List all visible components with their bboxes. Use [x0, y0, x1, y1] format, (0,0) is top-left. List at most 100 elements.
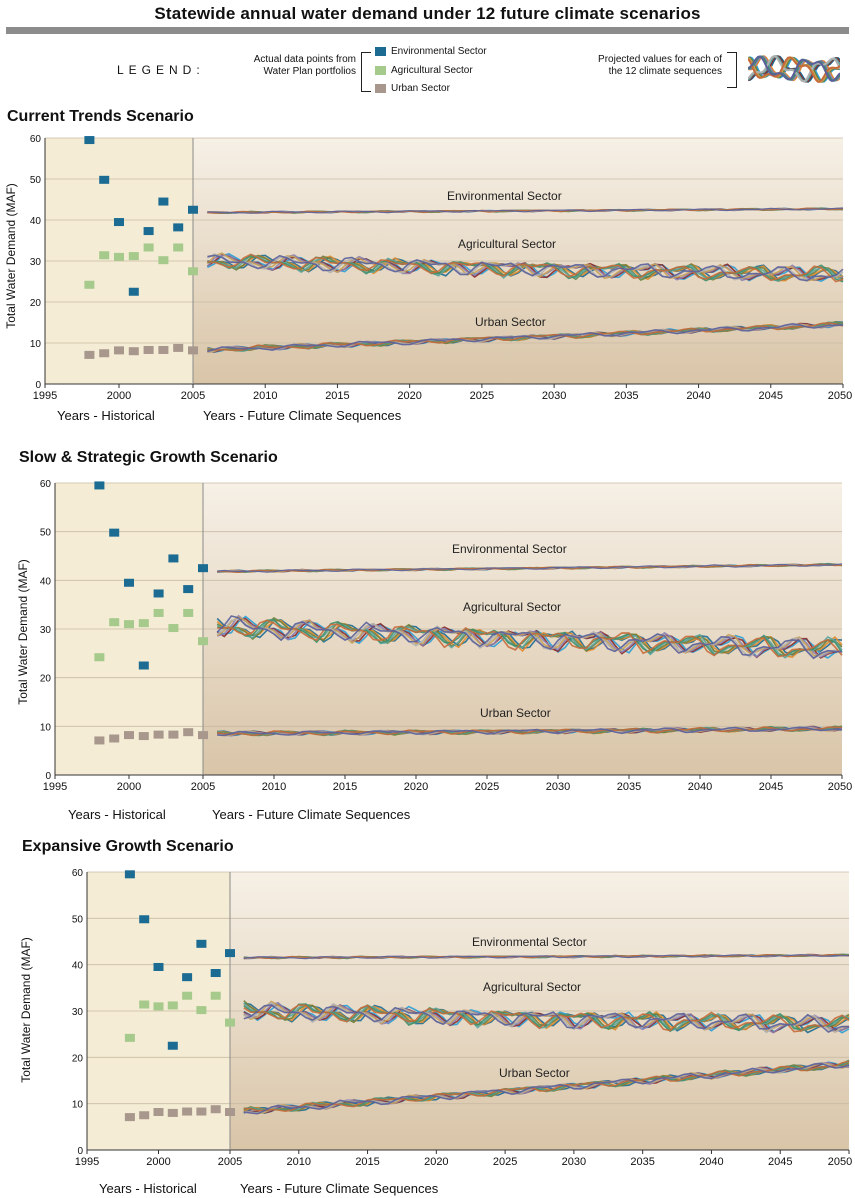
x-tick-label: 2015 — [325, 390, 349, 402]
chart-title-slow-strategic: Slow & Strategic Growth Scenario — [19, 449, 278, 466]
historical-point-agricultural — [167, 1001, 178, 1010]
x-tick-label: 2040 — [688, 781, 712, 793]
y-tick-label: 20 — [72, 1053, 84, 1064]
y-axis-label: Total Water Demand (MAF) — [4, 183, 18, 329]
historical-point-environmental — [188, 205, 198, 214]
historical-point-agricultural — [210, 991, 221, 1000]
legend-item-environmental: Environmental Sector — [375, 46, 487, 57]
chart-title-current-trends: Current Trends Scenario — [7, 108, 194, 125]
historical-point-urban — [153, 730, 164, 739]
y-tick-label: 40 — [40, 576, 52, 587]
projection-line-environmental — [217, 563, 843, 573]
xlabel-historical: Years - Historical — [99, 1181, 197, 1196]
historical-point-agricultural — [182, 991, 193, 1000]
x-tick-label: 2010 — [253, 390, 277, 402]
x-tick-label: 2020 — [397, 390, 421, 402]
historical-point-urban — [182, 1107, 193, 1116]
x-tick-label: 2050 — [828, 390, 852, 402]
historical-point-urban — [210, 1105, 221, 1114]
y-axis-label: Total Water Demand (MAF) — [19, 937, 33, 1083]
legend-item-urban: Urban Sector — [375, 83, 450, 94]
environmental-swatch — [375, 47, 386, 56]
historical-point-environmental — [139, 915, 150, 924]
legend-item-label: Urban Sector — [391, 83, 450, 94]
historical-point-environmental — [183, 585, 194, 594]
historical-point-agricultural — [139, 1000, 150, 1009]
historical-point-urban — [167, 1108, 178, 1117]
sector-label-environmental: Environmental Sector — [447, 189, 562, 203]
historical-point-urban — [109, 734, 120, 743]
x-tick-label: 2035 — [617, 781, 641, 793]
y-tick-label: 50 — [30, 175, 42, 186]
x-tick-label: 1995 — [33, 390, 57, 402]
sector-label-agricultural: Agricultural Sector — [483, 980, 581, 994]
x-tick-label: 2000 — [107, 390, 131, 402]
historical-point-agricultural — [114, 252, 124, 261]
x-tick-label: 2025 — [475, 781, 499, 793]
projection-line-urban — [243, 1060, 850, 1113]
legend-bracket-right — [727, 52, 737, 88]
y-axis-label: Total Water Demand (MAF) — [16, 559, 30, 705]
historical-point-urban — [114, 346, 124, 355]
projection-line-agricultural — [216, 615, 843, 660]
historical-point-urban — [153, 1108, 164, 1117]
x-tick-label: 2040 — [686, 390, 710, 402]
y-tick-label: 20 — [30, 298, 42, 309]
legend-actual-note: Actual data points from Water Plan portf… — [218, 54, 356, 78]
xlabel-future: Years - Future Climate Sequences — [203, 408, 402, 423]
historical-point-environmental — [109, 528, 120, 537]
historical-point-environmental — [128, 287, 139, 296]
historical-point-urban — [84, 350, 95, 359]
historical-point-agricultural — [124, 1033, 135, 1042]
legend-item-agricultural: Agricultural Sector — [375, 65, 473, 76]
historical-point-agricultural — [168, 624, 179, 633]
historical-point-environmental — [99, 175, 110, 184]
historical-point-agricultural — [99, 251, 110, 260]
legend-item-label: Agricultural Sector — [391, 65, 473, 76]
xlabel-future: Years - Future Climate Sequences — [212, 807, 411, 822]
x-tick-label: 2025 — [493, 1156, 517, 1168]
historical-point-urban — [225, 1108, 235, 1117]
projection-line-environmental — [217, 563, 843, 574]
historical-point-agricultural — [138, 619, 149, 628]
x-tick-label: 1995 — [43, 781, 67, 793]
historical-point-environmental — [210, 969, 221, 978]
historical-point-agricultural — [153, 608, 164, 617]
sector-label-agricultural: Agricultural Sector — [458, 237, 556, 251]
historical-point-agricultural — [173, 243, 184, 252]
historical-point-environmental — [94, 481, 105, 490]
historical-point-agricultural — [153, 1002, 164, 1011]
page-title: Statewide annual water demand under 12 f… — [154, 4, 701, 23]
x-tick-label: 2030 — [562, 1156, 586, 1168]
historical-point-agricultural — [196, 1006, 207, 1015]
x-tick-label: 2050 — [828, 1156, 852, 1168]
historical-point-environmental — [167, 1041, 178, 1050]
historical-point-environmental — [173, 223, 184, 232]
x-tick-label: 2000 — [117, 781, 141, 793]
projection-line-urban — [217, 726, 842, 737]
x-tick-label: 2045 — [768, 1156, 792, 1168]
projection-line-environmental — [243, 954, 850, 960]
x-tick-label: 2020 — [424, 1156, 448, 1168]
historical-point-urban — [139, 1111, 150, 1120]
x-tick-label: 2025 — [470, 390, 494, 402]
historical-point-urban — [158, 345, 169, 354]
y-tick-label: 30 — [72, 1007, 84, 1018]
y-tick-label: 40 — [72, 961, 84, 972]
historical-point-urban — [188, 346, 198, 355]
title-divider — [6, 27, 849, 34]
y-tick-label: 60 — [40, 479, 52, 490]
sector-label-environmental: Environmental Sector — [472, 935, 587, 949]
y-tick-label: 10 — [30, 339, 42, 350]
x-tick-label: 2005 — [191, 781, 215, 793]
projection-line-agricultural — [207, 253, 844, 283]
legend-projected-line-1: Projected values for each of — [598, 54, 722, 65]
historical-point-agricultural — [143, 243, 154, 252]
historical-point-agricultural — [158, 256, 169, 265]
historical-point-environmental — [182, 973, 193, 982]
historical-point-environmental — [138, 661, 149, 670]
xlabel-historical: Years - Historical — [68, 807, 166, 822]
projection-line-urban — [207, 322, 844, 353]
historical-point-environmental — [124, 870, 135, 879]
